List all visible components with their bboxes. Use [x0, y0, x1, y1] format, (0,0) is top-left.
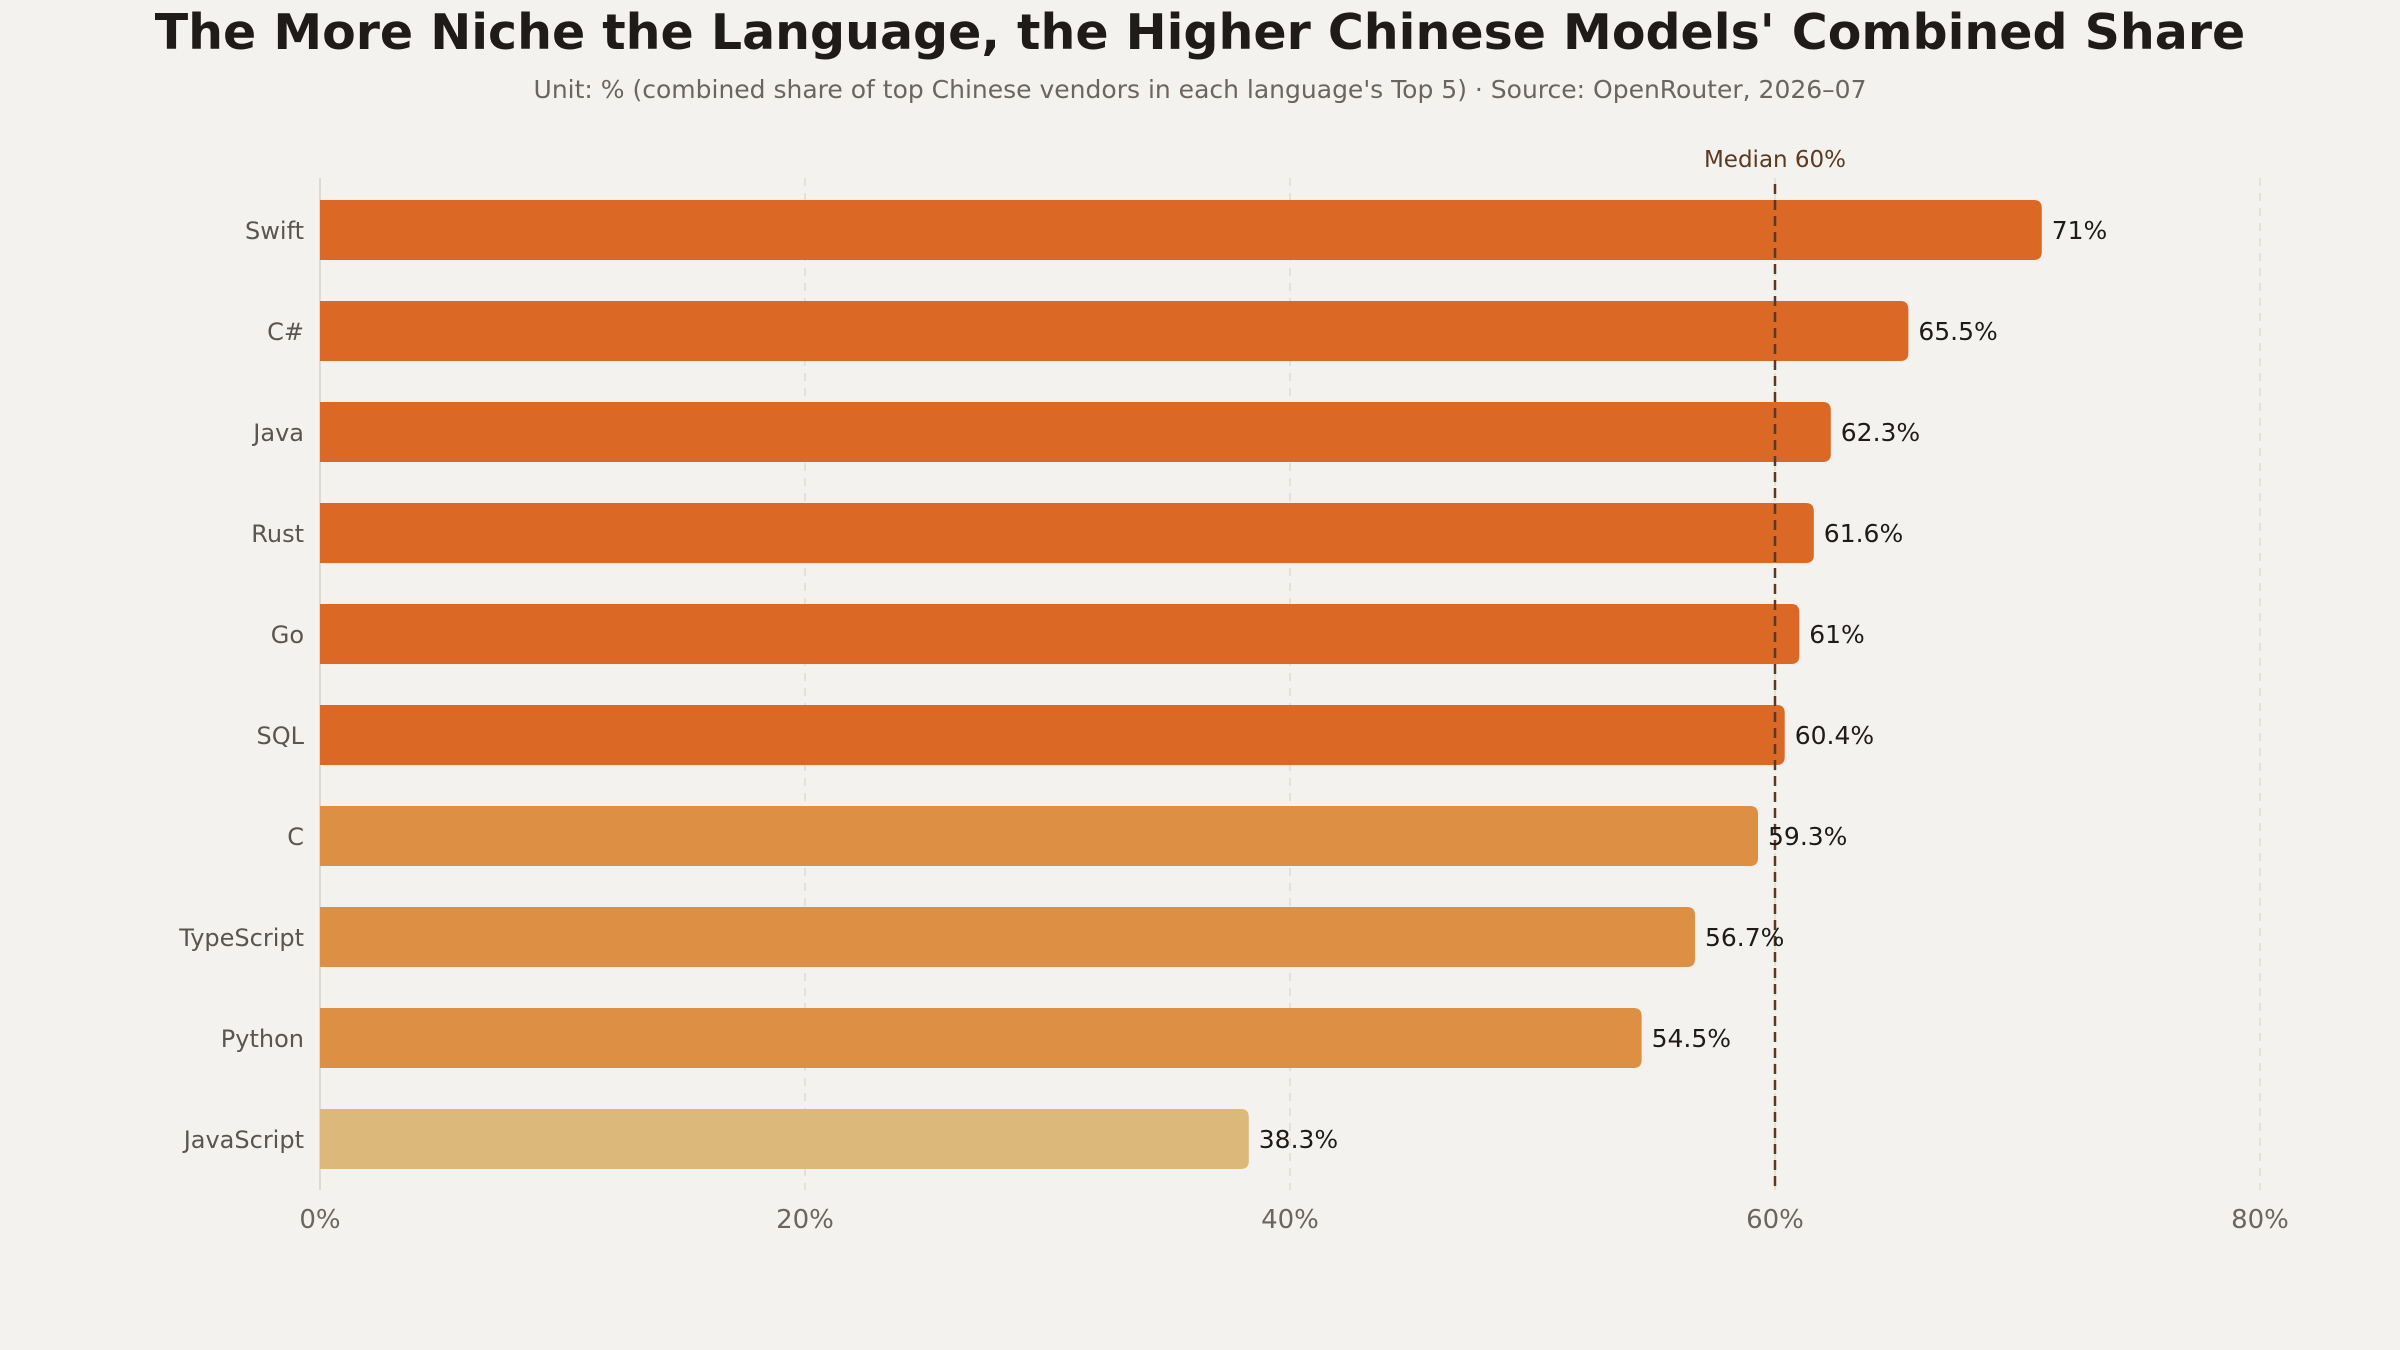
bar: [320, 301, 1909, 361]
data-label: 59.3%: [1768, 822, 1847, 851]
data-label: 54.5%: [1652, 1024, 1731, 1053]
x-tick-label: 40%: [1261, 1205, 1319, 1235]
bar: [320, 604, 1800, 664]
chart-title: The More Niche the Language, the Higher …: [154, 4, 2246, 61]
bar: [320, 705, 1785, 765]
data-label: 71%: [2052, 216, 2108, 245]
bar-layer: [320, 200, 2042, 1169]
data-label: 38.3%: [1259, 1125, 1338, 1154]
data-label: 60.4%: [1795, 721, 1874, 750]
data-label: 61.6%: [1824, 519, 1903, 548]
bar: [320, 402, 1831, 462]
x-tick-label: 80%: [2231, 1205, 2289, 1235]
bar: [320, 1109, 1249, 1169]
bar: [320, 806, 1759, 866]
category-label: SQL: [257, 722, 305, 750]
category-label: Go: [271, 621, 304, 649]
data-label: 62.3%: [1841, 418, 1920, 447]
data-label: 61%: [1809, 620, 1865, 649]
median-layer: Median 60%: [1704, 147, 1846, 1190]
category-label: Java: [251, 419, 304, 447]
bar: [320, 1008, 1642, 1068]
bar: [320, 200, 2042, 260]
data-label: 56.7%: [1705, 923, 1784, 952]
category-label: C#: [267, 318, 304, 346]
category-label: Python: [221, 1025, 304, 1053]
category-label: Swift: [245, 217, 304, 245]
category-label: C: [287, 823, 304, 851]
bar: [320, 907, 1695, 967]
data-label: 65.5%: [1918, 317, 1997, 346]
category-label: TypeScript: [178, 924, 304, 952]
x-tick-label: 60%: [1746, 1205, 1804, 1235]
chart-subtitle: Unit: % (combined share of top Chinese v…: [533, 75, 1867, 104]
bar: [320, 503, 1814, 563]
median-label: Median 60%: [1704, 147, 1846, 173]
x-tick-label: 0%: [299, 1205, 340, 1235]
category-label: JavaScript: [182, 1126, 304, 1154]
category-label: Rust: [251, 520, 304, 548]
x-tick-label: 20%: [776, 1205, 834, 1235]
label-layer: 0% 20% 40% 60% 80% Swift 71% C# 65.5% Java 62.3% Ru…: [178, 216, 2289, 1235]
